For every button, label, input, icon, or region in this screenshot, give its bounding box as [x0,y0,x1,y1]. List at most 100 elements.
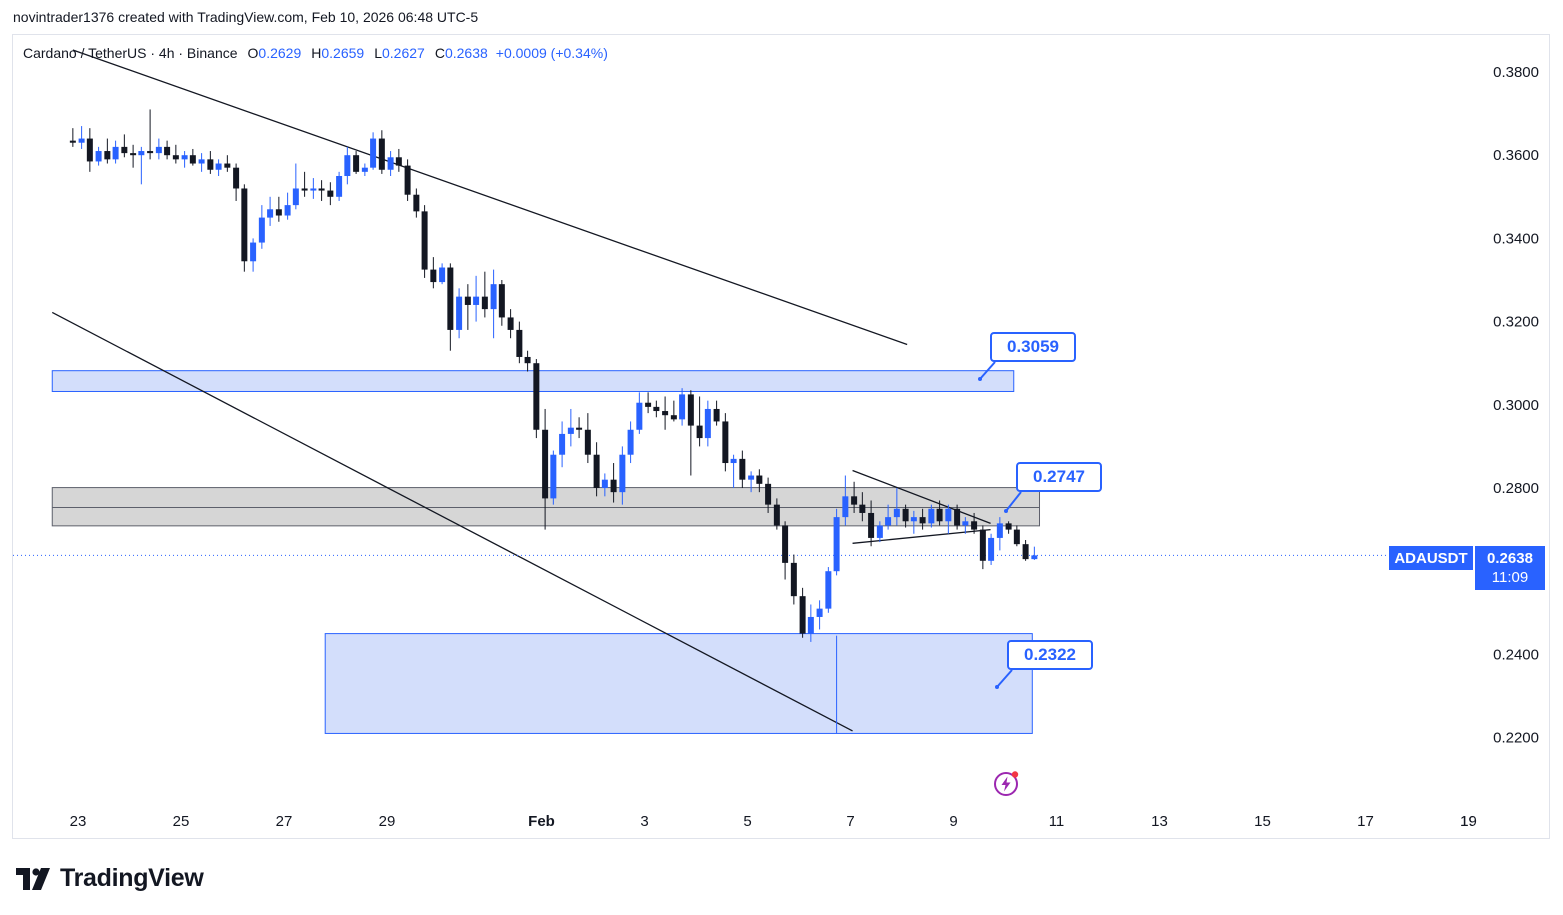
candle [421,205,428,278]
callout-pointer [979,361,996,380]
candle [739,450,746,488]
candle-body [593,454,600,488]
candle-body [370,138,377,168]
y-tick-label: 0.3800 [1493,64,1539,81]
candle [207,151,214,174]
candle-body [498,284,505,318]
candle [979,525,986,570]
legend-open-label: O [247,45,259,61]
candle [851,481,858,513]
candle [378,130,385,174]
candle [387,151,394,176]
callout-upper-level[interactable]: 0.3059 [990,332,1076,362]
candle [310,178,317,199]
callout-pointer [996,669,1013,688]
candle-body [456,296,463,330]
x-tick-label: 29 [379,813,396,830]
candle [198,153,205,172]
callout-pointer-dot [995,685,999,689]
candle-body [936,508,943,522]
candle-body [601,479,608,488]
candle-body [353,155,360,172]
candle-body [1005,523,1012,530]
candle [301,171,308,197]
candle-body [885,517,892,526]
candle [954,504,961,530]
y-tick-label: 0.2200 [1493,730,1539,747]
candle [859,492,866,522]
candle-body [790,562,797,597]
candle-body [404,165,411,195]
candle [619,446,626,505]
candle-body [670,415,677,420]
candle [662,396,669,430]
candle-body [215,163,222,170]
zone-2[interactable] [324,633,1033,734]
candle [542,408,549,530]
candle-body [430,269,437,283]
candle-body [919,517,926,524]
x-tick-label: 13 [1151,813,1168,830]
candle [439,263,446,285]
trendline-2[interactable] [852,469,991,524]
candle [490,269,497,339]
candle [172,144,179,164]
candle [765,477,772,513]
x-tick-label: 5 [743,813,751,830]
candle [825,567,832,613]
candle-body [619,454,626,493]
candle [876,521,883,543]
candle [670,400,677,422]
candle-body [344,155,351,176]
candle [576,417,583,439]
candle-body [773,504,780,526]
legend-symbol: Cardano / TetherUS · 4h · Binance [23,45,238,61]
candle [181,151,188,168]
candle-body [267,209,274,218]
x-tick-label: 11 [1049,813,1065,830]
candle-body [490,284,497,310]
callout-lower-level[interactable]: 0.2322 [1007,640,1093,670]
candle [507,309,514,339]
candle-body [155,146,162,154]
candle [413,188,420,218]
candle-body [567,427,574,434]
candle-body [327,190,334,197]
candle-body [971,521,978,530]
candle-body [301,188,308,191]
candle-body [550,454,557,499]
trendline-0[interactable] [72,49,908,346]
candle [78,126,85,149]
trendline-3[interactable] [852,528,991,544]
candle [215,159,222,176]
candle-body [825,571,832,609]
callout-middle-level[interactable]: 0.2747 [1016,462,1102,492]
lightning-icon[interactable] [992,770,1020,798]
candle-body [130,153,137,156]
current-price-badge: 0.2638 11:09 [1475,546,1545,590]
zone-0[interactable] [51,370,1015,392]
candle-body [704,408,711,439]
candle [790,554,797,605]
y-tick-label: 0.3600 [1493,147,1539,164]
candle [868,500,875,547]
candle [773,498,780,530]
candle-body [816,608,823,617]
candle-body [1031,555,1038,560]
callout-pointer-dot [978,377,982,381]
candle [584,413,591,464]
candle [636,392,643,434]
candle-body [258,217,265,243]
candle-body [473,296,480,305]
candle-body [610,479,617,493]
candle-body [859,504,866,513]
candle-body [104,151,111,160]
chart-frame[interactable] [12,34,1550,839]
candle [902,504,909,528]
candle [559,421,566,468]
candle-body [584,429,591,455]
candle-body [164,146,171,156]
trendline-1[interactable] [51,311,853,732]
chart-legend: Cardano / TetherUS · 4h · Binance O 0.262… [23,45,608,61]
